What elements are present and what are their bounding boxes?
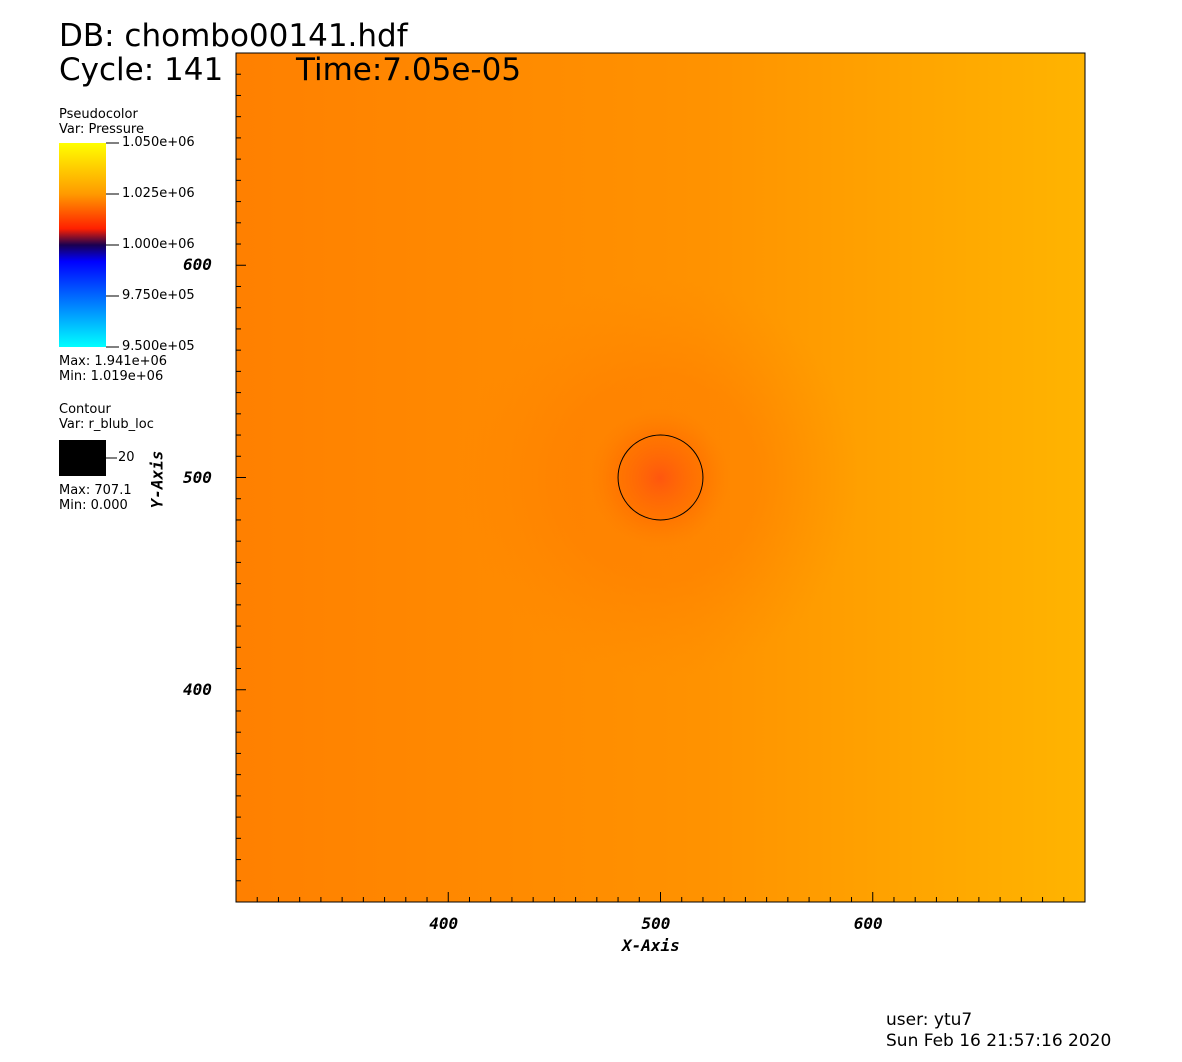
x-tick-label-400: 400: [429, 914, 459, 933]
pseudocolor-legend-title: Pseudocolor: [59, 107, 138, 122]
colorbar-label-1: 1.050e+06: [122, 135, 195, 150]
y-axis-title: Y-Axis: [147, 450, 167, 509]
pseudocolor-max: Max: 1.941e+06: [59, 354, 168, 369]
contour-level-label: 20: [118, 450, 135, 465]
colorbar-label-4: 9.750e+05: [122, 288, 195, 303]
pseudocolor-bar: [59, 143, 106, 347]
contour-circle: [617, 434, 704, 521]
colorbar-label-2: 1.025e+06: [122, 186, 195, 201]
pseudocolor-min: Min: 1.019e+06: [59, 369, 164, 384]
y-tick-label-600: 600: [183, 255, 212, 275]
colorbar-label-3: 1.000e+06: [122, 237, 195, 252]
x-tick-label-500: 500: [641, 914, 671, 933]
y-tick-label-400: 400: [183, 679, 212, 699]
colorbar-label-5: 9.500e+05: [122, 339, 195, 354]
contour-legend-title: Contour: [59, 402, 111, 417]
pressure-center-spot: [590, 408, 730, 548]
x-tick-label-600: 600: [853, 914, 883, 933]
axis-ticks: [236, 73, 1065, 902]
pseudocolor-bar-ticks: [106, 142, 119, 348]
footer-user: user: ytu7: [886, 1010, 973, 1030]
contour-legend-var: Var: r_blub_loc: [59, 417, 154, 432]
time-label: Time:7.05e-05: [296, 52, 522, 88]
x-axis-title: X-Axis: [622, 936, 680, 955]
pseudocolor-legend-var: Var: Pressure: [59, 122, 144, 137]
cycle-label: Cycle: 141: [59, 52, 224, 88]
contour-min: Min: 0.000: [59, 498, 128, 513]
contour-swatch: [59, 440, 106, 476]
y-tick-label-500: 500: [183, 467, 212, 487]
contour-max: Max: 707.1: [59, 483, 132, 498]
database-title: DB: chombo00141.hdf: [59, 18, 408, 54]
footer-date: Sun Feb 16 21:57:16 2020: [886, 1031, 1112, 1051]
